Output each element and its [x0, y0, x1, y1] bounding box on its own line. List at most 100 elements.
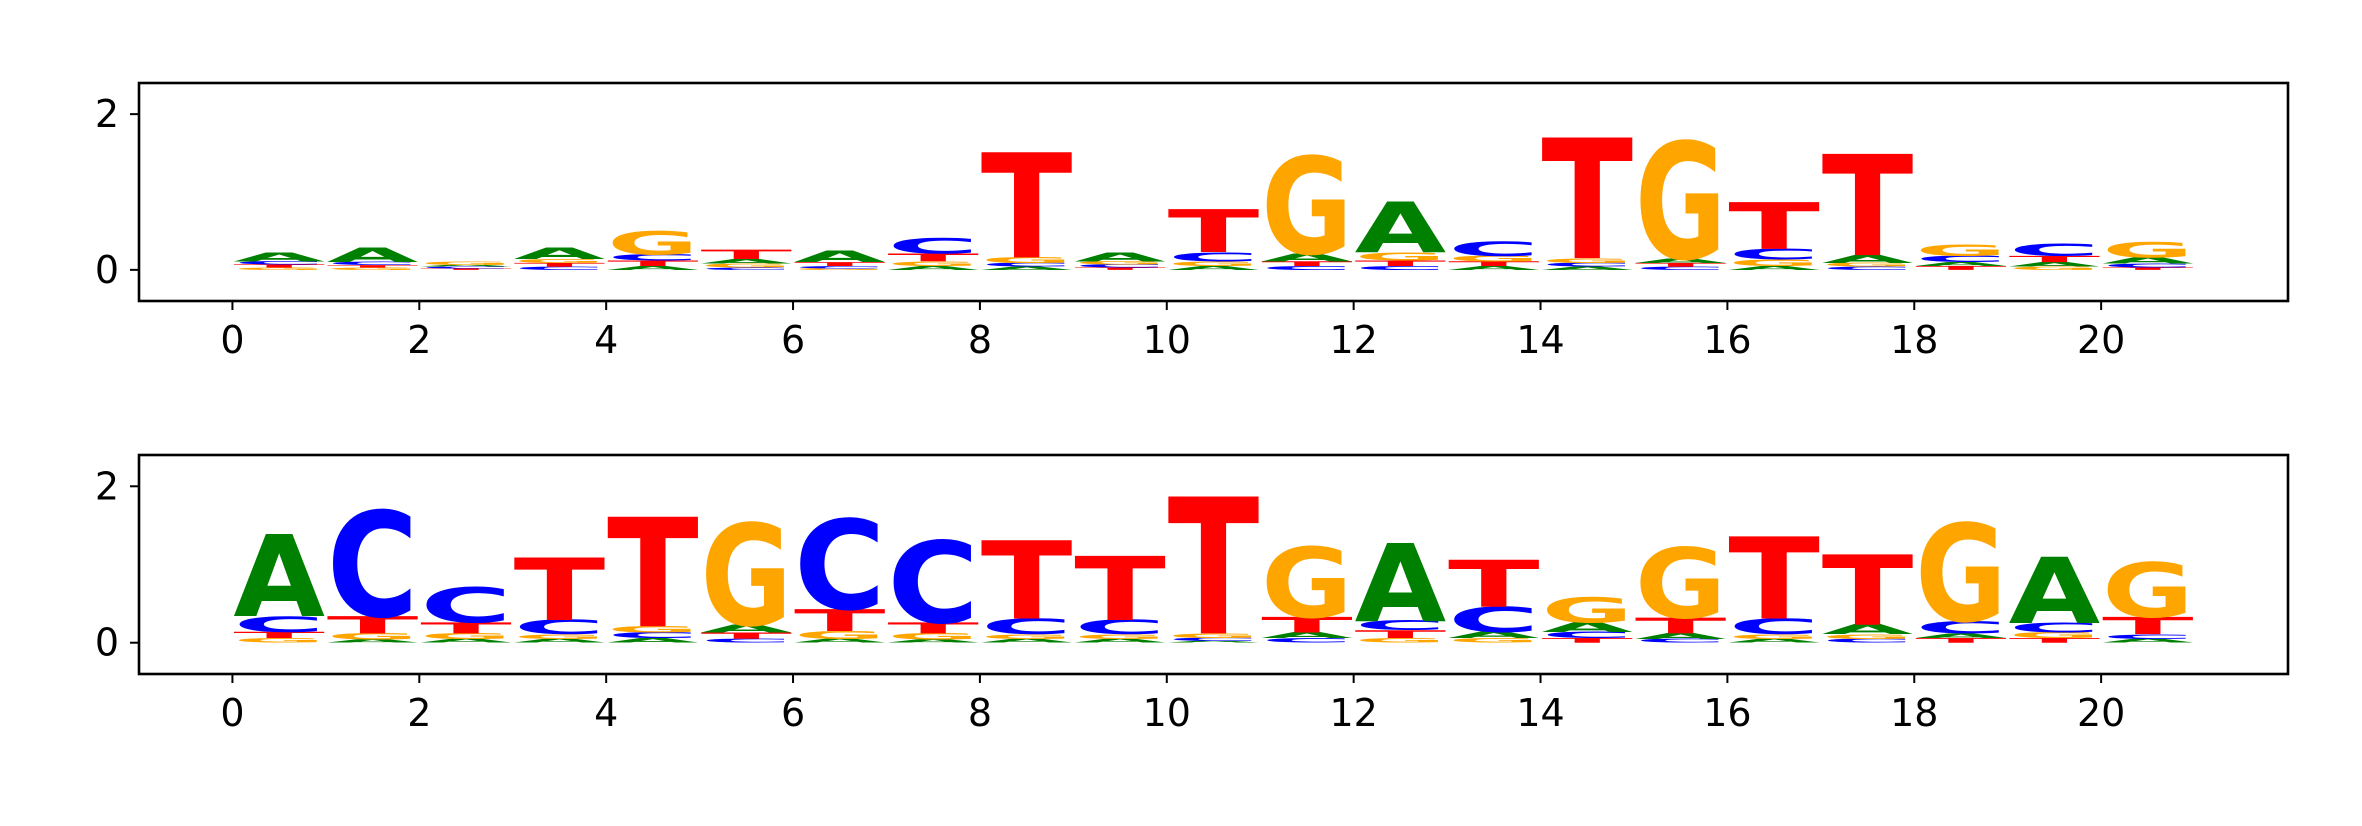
- logo-letter-t: T: [607, 259, 699, 268]
- logo-letter-g: G: [1355, 251, 1447, 264]
- logo-letter-a: A: [981, 266, 1073, 271]
- logo-letter-t: T: [1355, 628, 1447, 640]
- logo-letter-c: C: [1261, 265, 1353, 271]
- x-tick-label: 10: [1143, 691, 1191, 735]
- logo-letter-g: G: [1074, 260, 1166, 265]
- logo-letter-a: A: [981, 638, 1073, 644]
- logo-letter-g: G: [794, 629, 886, 642]
- logo-letter-t: T: [420, 619, 512, 637]
- logo-letter-t: T: [1448, 547, 1540, 622]
- logo-letter-c: C: [1915, 254, 2007, 264]
- logo-letter-a: A: [514, 638, 606, 644]
- logo-letter-g: G: [701, 496, 793, 658]
- x-tick-label: 12: [1329, 691, 1377, 735]
- logo-letter-g: G: [1635, 110, 1727, 297]
- logo-letter-c: C: [1168, 637, 1260, 642]
- logo-letter-t: T: [233, 264, 325, 269]
- logo-letter-a: A: [2009, 539, 2101, 645]
- logo-letter-g: G: [1541, 257, 1633, 264]
- logo-letter-t: T: [514, 540, 606, 641]
- logo-letter-t: T: [1168, 198, 1260, 266]
- logo-letter-a: A: [1261, 251, 1353, 263]
- logo-letter-c: C: [981, 614, 1073, 639]
- logo-letter-t: T: [1541, 104, 1633, 297]
- x-tick-label: 14: [1516, 691, 1564, 735]
- logo-letter-a: A: [607, 637, 699, 645]
- x-tick-label: 10: [1143, 318, 1191, 362]
- logo-letter-c: C: [1728, 246, 1820, 263]
- logo-letter-t: T: [701, 247, 793, 262]
- logo-letter-c: C: [701, 638, 793, 644]
- logo-letter-a: A: [701, 623, 793, 636]
- logo-letter-t: T: [2102, 267, 2194, 271]
- logo-letter-c: C: [327, 482, 419, 650]
- logo-letter-c: C: [1355, 618, 1447, 633]
- x-tick-label: 18: [1890, 691, 1938, 735]
- logo-letter-c: C: [1261, 637, 1353, 645]
- logo-letter-a: A: [2102, 256, 2194, 266]
- logo-letter-c: C: [514, 616, 606, 638]
- axes-frame: [137, 453, 2290, 676]
- logo-letter-c: C: [2102, 263, 2194, 269]
- logo-letter-t: T: [887, 252, 979, 264]
- logo-letter-g: G: [794, 268, 886, 270]
- logo-letter-t: T: [1822, 127, 1914, 289]
- logo-letter-t: T: [1168, 461, 1260, 678]
- logo-letter-g: G: [981, 633, 1073, 640]
- logo-letter-c: C: [1822, 638, 1914, 644]
- logo-letter-a: A: [233, 249, 325, 264]
- logo-letter-a: A: [1822, 253, 1914, 265]
- logo-letter-c: C: [981, 262, 1073, 268]
- logo-letter-c: C: [794, 496, 886, 639]
- x-tick-label: 4: [594, 318, 618, 362]
- x-tick-label: 16: [1703, 318, 1751, 362]
- logo-letter-t: T: [607, 487, 699, 662]
- logo-letter-g: G: [607, 225, 699, 262]
- logo-letter-c: C: [514, 266, 606, 271]
- logo-letter-c: C: [233, 260, 325, 265]
- logo-letter-t: T: [1074, 539, 1166, 641]
- logo-letter-g: G: [2102, 548, 2194, 635]
- y-tick-label: 0: [95, 621, 119, 665]
- logo-letter-g: G: [514, 633, 606, 640]
- logo-letter-t: T: [1261, 613, 1353, 638]
- logo-letter-c: C: [233, 612, 325, 637]
- logo-letter-t: T: [2009, 254, 2101, 264]
- logo-letter-a: A: [701, 258, 793, 265]
- logo-letter-g: G: [420, 632, 512, 641]
- logo-letter-c: C: [2009, 240, 2101, 260]
- logo-letter-c: C: [1448, 238, 1540, 260]
- logo-letter-a: A: [887, 265, 979, 271]
- logo-letter-c: C: [1168, 249, 1260, 264]
- x-tick-label: 14: [1516, 318, 1564, 362]
- x-tick-label: 16: [1703, 691, 1751, 735]
- logo-letter-a: A: [1541, 620, 1633, 635]
- logo-letter-g: G: [1822, 633, 1914, 640]
- logo-letter-c: C: [1635, 638, 1727, 644]
- logo-letter-g: G: [607, 625, 699, 635]
- logo-letter-g: G: [887, 260, 979, 267]
- logo-letter-a: A: [420, 638, 512, 644]
- logo-letter-t: T: [1635, 262, 1727, 268]
- y-tick-label: 2: [95, 92, 119, 136]
- logo-letter-g: G: [1915, 241, 2007, 260]
- logo-letter-c: C: [1635, 266, 1727, 271]
- logo-letter-g: G: [514, 258, 606, 264]
- logo-letter-a: A: [887, 639, 979, 644]
- x-tick-label: 2: [407, 691, 431, 735]
- logo-letter-a: A: [1355, 188, 1447, 269]
- logo-letter-t: T: [1822, 535, 1914, 648]
- logo-letter-c: C: [2102, 633, 2194, 641]
- logo-letter-a: A: [1915, 632, 2007, 640]
- logo-letter-g: G: [1168, 632, 1260, 639]
- logo-letter-a: A: [1168, 265, 1260, 271]
- logo-letter-g: G: [1822, 262, 1914, 268]
- logo-letter-c: C: [1541, 262, 1633, 268]
- logo-letter-g: G: [887, 632, 979, 642]
- logo-letter-a: A: [1074, 638, 1166, 644]
